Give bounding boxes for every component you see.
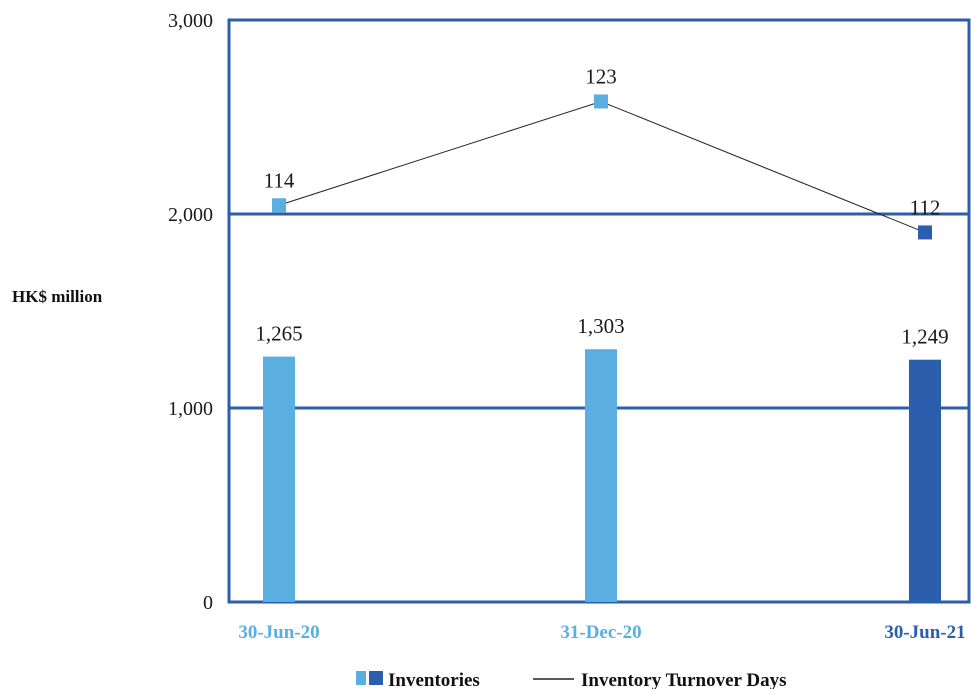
legend: Inventories Inventory Turnover Days <box>356 670 787 689</box>
turnover-label-1: 123 <box>585 64 617 88</box>
inventory-bars <box>263 349 941 602</box>
turnover-label-0: 114 <box>264 168 295 192</box>
legend-inventories-label: Inventories <box>388 670 480 689</box>
inventory-bar-2 <box>909 359 941 602</box>
y-tick-label-0: 0 <box>203 592 213 614</box>
turnover-markers <box>272 94 932 240</box>
y-tick-label-2000: 2,000 <box>168 204 213 226</box>
y-axis-label: HK$ million <box>12 287 103 306</box>
inventory-bar-0 <box>263 356 295 602</box>
inventory-bar-label-1: 1,303 <box>577 314 624 338</box>
turnover-marker-0 <box>272 198 286 213</box>
y-tick-label-3000: 3,000 <box>168 10 213 32</box>
turnover-marker-1 <box>594 94 608 109</box>
inventory-bar-label-2: 1,249 <box>901 325 948 349</box>
turnover-marker-2 <box>918 225 932 240</box>
inventory-bar-label-0: 1,265 <box>255 322 302 346</box>
inventory-bar-1 <box>585 349 617 602</box>
turnover-labels: 114 123 112 <box>264 64 941 219</box>
legend-inventories-swatch-dark <box>369 671 383 685</box>
x-category-label-1: 31-Dec-20 <box>560 622 641 643</box>
x-category-label-0: 30-Jun-20 <box>238 622 319 643</box>
legend-turnover-label: Inventory Turnover Days <box>581 670 787 689</box>
inventory-bar-labels: 1,265 1,303 1,249 <box>255 314 948 348</box>
y-axis-ticks: 0 1,000 2,000 3,000 <box>168 10 213 614</box>
turnover-label-2: 112 <box>910 195 941 219</box>
legend-inventories-swatch-light <box>356 671 366 685</box>
x-category-label-2: 30-Jun-21 <box>884 622 965 643</box>
x-axis-categories: 30-Jun-20 31-Dec-20 30-Jun-21 <box>238 622 965 643</box>
y-tick-label-1000: 1,000 <box>168 398 213 420</box>
